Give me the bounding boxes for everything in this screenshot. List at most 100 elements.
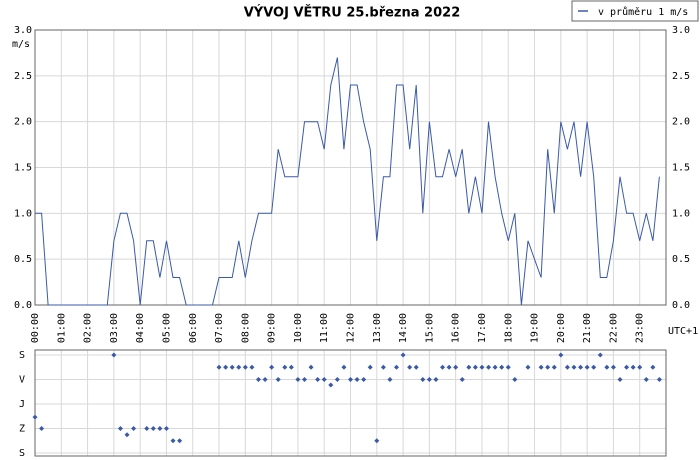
y-axis-label: m/s	[12, 39, 30, 50]
direction-point	[637, 364, 643, 370]
y-tick-label: Z	[19, 424, 25, 435]
direction-point	[420, 377, 426, 382]
direction-point	[400, 352, 406, 358]
direction-point	[157, 426, 163, 431]
direction-point	[453, 364, 459, 370]
direction-point	[433, 377, 439, 382]
y-tick-label-right: 2.0	[672, 117, 690, 128]
x-tick-label: 22:00	[608, 313, 619, 343]
direction-point	[367, 364, 373, 370]
direction-point	[564, 364, 570, 370]
legend-box	[571, 0, 699, 22]
direction-point	[163, 426, 169, 431]
x-tick-label: 03:00	[109, 313, 120, 343]
direction-point	[32, 414, 38, 420]
direction-point	[407, 364, 413, 370]
direction-point	[295, 377, 301, 382]
direction-point	[466, 364, 472, 370]
x-tick-label: 12:00	[346, 313, 357, 343]
x-tick-label: 09:00	[267, 313, 278, 343]
grid	[34, 29, 666, 306]
direction-point	[111, 352, 117, 358]
y-tick-label: S	[19, 350, 25, 361]
chart-title: VÝVOJ VĚTRU 25.března 2022	[244, 5, 461, 21]
x-tick-label: 15:00	[424, 313, 435, 343]
y-tick-label: J	[19, 399, 25, 410]
y-tick-label-right: 1.0	[672, 208, 690, 219]
direction-point	[275, 377, 281, 382]
x-tick-label: 08:00	[240, 313, 251, 343]
direction-point	[479, 364, 485, 370]
direction-point	[486, 364, 492, 370]
y-tick-label-right: 0.0	[672, 300, 690, 311]
direction-point	[150, 426, 156, 431]
direction-point	[551, 364, 557, 370]
x-tick-label: 06:00	[188, 313, 199, 343]
direction-point	[144, 426, 150, 431]
direction-point	[617, 377, 623, 382]
direction-point	[242, 364, 248, 370]
direction-point	[499, 364, 505, 370]
x-tick-label: 13:00	[372, 313, 383, 343]
direction-point	[578, 364, 584, 370]
x-axis-label: UTC+1	[668, 326, 698, 337]
direction-point	[177, 438, 183, 444]
line-series	[35, 57, 660, 306]
labels: 0.0 0.0 0.5 0.5 1.0 1.0 1.5 1.5 2.0 2.0 2.5 2.5 3.0 3…	[14, 25, 690, 459]
legend: v průměru 1 m/s	[571, 0, 699, 22]
y-tick-label: 1.5	[14, 163, 32, 174]
direction-point	[459, 377, 465, 382]
direction-point	[584, 364, 590, 370]
x-tick-label: 14:00	[398, 313, 409, 343]
plot-frame	[34, 29, 667, 306]
y-tick-label-right: 3.0	[672, 25, 690, 36]
direction-point	[236, 364, 242, 370]
direction-point	[341, 364, 347, 370]
legend-label: v průměru 1 m/s	[598, 6, 688, 18]
direction-point	[571, 364, 577, 370]
direction-point	[604, 364, 610, 370]
direction-point	[361, 377, 367, 382]
x-tick-label: 10:00	[293, 313, 304, 343]
direction-point	[131, 426, 137, 431]
direction-point	[545, 364, 551, 370]
direction-point	[643, 377, 649, 382]
y-tick-label-right: 2.5	[672, 71, 690, 82]
direction-point	[597, 352, 603, 358]
y-tick-label: 0.0	[14, 300, 32, 311]
y-tick-label: 2.5	[14, 71, 32, 82]
direction-point	[650, 364, 656, 370]
direction-point	[334, 377, 340, 382]
y-tick-label: S	[19, 448, 25, 459]
direction-point	[630, 364, 636, 370]
y-tick-label: 2.0	[14, 117, 32, 128]
direction-point	[426, 377, 432, 382]
direction-point	[505, 364, 511, 370]
direction-point	[591, 364, 597, 370]
x-tick-label: 17:00	[477, 313, 488, 343]
direction-point	[249, 364, 255, 370]
direction-point	[348, 377, 353, 382]
direction-point	[394, 364, 400, 370]
x-tick-label: 20:00	[556, 313, 567, 343]
x-tick-label: 16:00	[451, 313, 462, 343]
direction-point	[440, 364, 446, 370]
x-tick-label: 18:00	[503, 313, 514, 343]
x-tick-label: 07:00	[214, 313, 225, 343]
direction-point	[117, 426, 123, 431]
direction-point	[558, 352, 564, 358]
y-tick-label: 3.0	[14, 25, 32, 36]
x-tick-label: 23:00	[635, 313, 646, 343]
direction-point	[170, 438, 176, 444]
direction-point	[624, 364, 630, 370]
marks	[32, 57, 662, 444]
direction-point	[538, 364, 544, 370]
direction-point	[124, 432, 130, 438]
direction-point	[472, 364, 478, 370]
direction-point	[380, 364, 386, 370]
direction-point	[269, 364, 275, 370]
x-tick-label: 19:00	[530, 313, 541, 343]
direction-point	[223, 364, 229, 370]
x-tick-label: 01:00	[56, 313, 67, 343]
